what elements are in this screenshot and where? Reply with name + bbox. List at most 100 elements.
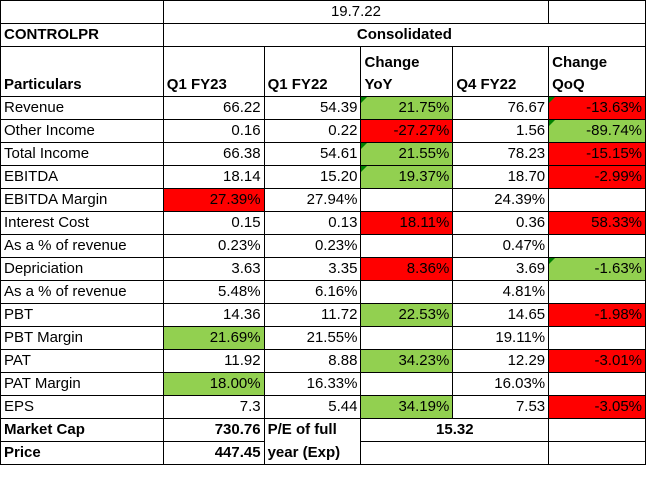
cell-q4fy22: 24.39% <box>452 188 550 212</box>
cell-change-yoy: 22.53% <box>360 303 454 327</box>
cell-q1fy22: 15.20 <box>263 165 362 189</box>
price-blank-right <box>548 441 646 465</box>
cell-change-yoy: 34.23% <box>360 349 454 373</box>
cell-q4fy22: 76.67 <box>452 96 550 120</box>
date-row: 19.7.22 <box>0 0 646 24</box>
price-row: Price 447.45 year (Exp) <box>0 441 646 465</box>
pe-label-line2: year (Exp) <box>263 441 362 465</box>
cell-change-yoy <box>360 326 454 350</box>
header-change-yoy: Change YoY <box>360 46 454 97</box>
row-label: EPS <box>0 395 164 419</box>
cell-change-yoy: 18.11% <box>360 211 454 235</box>
cell-q1fy22: 0.22 <box>263 119 362 143</box>
date-cell: 19.7.22 <box>162 0 550 24</box>
cell-q1fy22: 54.39 <box>263 96 362 120</box>
price-blank <box>360 441 550 465</box>
cell-change-qoq: -1.63% <box>548 257 646 281</box>
cell-q1fy22: 16.33% <box>263 372 362 396</box>
cell-change-yoy <box>360 234 454 258</box>
cell-change-qoq <box>548 280 646 304</box>
cell-q4fy22: 16.03% <box>452 372 550 396</box>
financial-results-table: 19.7.22 CONTROLPR Consolidated Particula… <box>0 0 646 465</box>
cell-q1fy22: 54.61 <box>263 142 362 166</box>
header-qoq-line2: QoQ <box>552 76 585 93</box>
cell-q1fy23: 66.22 <box>162 96 265 120</box>
cell-q1fy23: 27.39% <box>162 188 265 212</box>
cell-q1fy23: 11.92 <box>162 349 265 373</box>
row-label: PAT <box>0 349 164 373</box>
table-row: PAT 11.92 8.88 34.23% 12.29 -3.01% <box>0 349 646 373</box>
row-label: Interest Cost <box>0 211 164 235</box>
cell-change-yoy <box>360 280 454 304</box>
row-label: As a % of revenue <box>0 234 164 258</box>
table-row: EBITDA 18.14 15.20 19.37% 18.70 -2.99% <box>0 165 646 189</box>
row-label: Total Income <box>0 142 164 166</box>
cell-change-yoy: -27.27% <box>360 119 454 143</box>
cell-q1fy22: 11.72 <box>263 303 362 327</box>
cell-change-qoq <box>548 372 646 396</box>
cell-q1fy23: 5.48% <box>162 280 265 304</box>
cell-change-yoy <box>360 372 454 396</box>
cell-q1fy23: 18.14 <box>162 165 265 189</box>
market-cap-row: Market Cap 730.76 P/E of full 15.32 <box>0 418 646 442</box>
cell-q1fy23: 7.3 <box>162 395 265 419</box>
cell-q4fy22: 4.81% <box>452 280 550 304</box>
table-row: EPS 7.3 5.44 34.19% 7.53 -3.05% <box>0 395 646 419</box>
table-row: Interest Cost 0.15 0.13 18.11% 0.36 58.3… <box>0 211 646 235</box>
cell-change-yoy: 34.19% <box>360 395 454 419</box>
table-row: PBT Margin 21.69% 21.55% 19.11% <box>0 326 646 350</box>
cell-q1fy23: 3.63 <box>162 257 265 281</box>
cell-q1fy23: 14.36 <box>162 303 265 327</box>
cell-change-qoq: -89.74% <box>548 119 646 143</box>
header-row: Particulars Q1 FY23 Q1 FY22 Change YoY Q… <box>0 46 646 97</box>
market-cap-blank <box>548 418 646 442</box>
cell-change-qoq <box>548 234 646 258</box>
row-label: PBT Margin <box>0 326 164 350</box>
row-label: Depriciation <box>0 257 164 281</box>
cell-q1fy23: 0.16 <box>162 119 265 143</box>
cell-q4fy22: 19.11% <box>452 326 550 350</box>
row-label: EBITDA <box>0 165 164 189</box>
cell-q4fy22: 7.53 <box>452 395 550 419</box>
date-blank-cell-right <box>548 0 646 24</box>
cell-change-yoy: 21.55% <box>360 142 454 166</box>
cell-change-qoq: 58.33% <box>548 211 646 235</box>
header-yoy-line2: YoY <box>364 76 393 93</box>
date-blank-cell <box>0 0 164 24</box>
table-row: PBT 14.36 11.72 22.53% 14.65 -1.98% <box>0 303 646 327</box>
row-label: Other Income <box>0 119 164 143</box>
row-label: PBT <box>0 303 164 327</box>
row-label: Revenue <box>0 96 164 120</box>
table-row: Total Income 66.38 54.61 21.55% 78.23 -1… <box>0 142 646 166</box>
table-row: As a % of revenue 5.48% 6.16% 4.81% <box>0 280 646 304</box>
cell-q4fy22: 0.47% <box>452 234 550 258</box>
pe-value: 15.32 <box>360 418 550 442</box>
cell-change-yoy <box>360 188 454 212</box>
cell-q4fy22: 3.69 <box>452 257 550 281</box>
cell-q1fy22: 21.55% <box>263 326 362 350</box>
cell-change-qoq: -1.98% <box>548 303 646 327</box>
table-row: Depriciation 3.63 3.35 8.36% 3.69 -1.63% <box>0 257 646 281</box>
row-label: EBITDA Margin <box>0 188 164 212</box>
header-yoy-line1: Change <box>364 54 420 71</box>
cell-change-qoq <box>548 326 646 350</box>
cell-q4fy22: 0.36 <box>452 211 550 235</box>
cell-q1fy22: 0.23% <box>263 234 362 258</box>
cell-q4fy22: 12.29 <box>452 349 550 373</box>
cell-q1fy23: 66.38 <box>162 142 265 166</box>
table-row: Revenue 66.22 54.39 21.75% 76.67 -13.63% <box>0 96 646 120</box>
row-label: PAT Margin <box>0 372 164 396</box>
cell-q1fy22: 27.94% <box>263 188 362 212</box>
company-row: CONTROLPR Consolidated <box>0 23 646 47</box>
header-q1fy22: Q1 FY22 <box>263 46 362 97</box>
cell-q1fy22: 0.13 <box>263 211 362 235</box>
cell-q1fy22: 6.16% <box>263 280 362 304</box>
cell-q1fy23: 18.00% <box>162 372 265 396</box>
header-q1fy23: Q1 FY23 <box>162 46 265 97</box>
cell-change-qoq: -3.05% <box>548 395 646 419</box>
cell-q4fy22: 1.56 <box>452 119 550 143</box>
company-name: CONTROLPR <box>0 23 164 47</box>
cell-q1fy22: 5.44 <box>263 395 362 419</box>
price-label: Price <box>0 441 164 465</box>
cell-q1fy23: 0.15 <box>162 211 265 235</box>
